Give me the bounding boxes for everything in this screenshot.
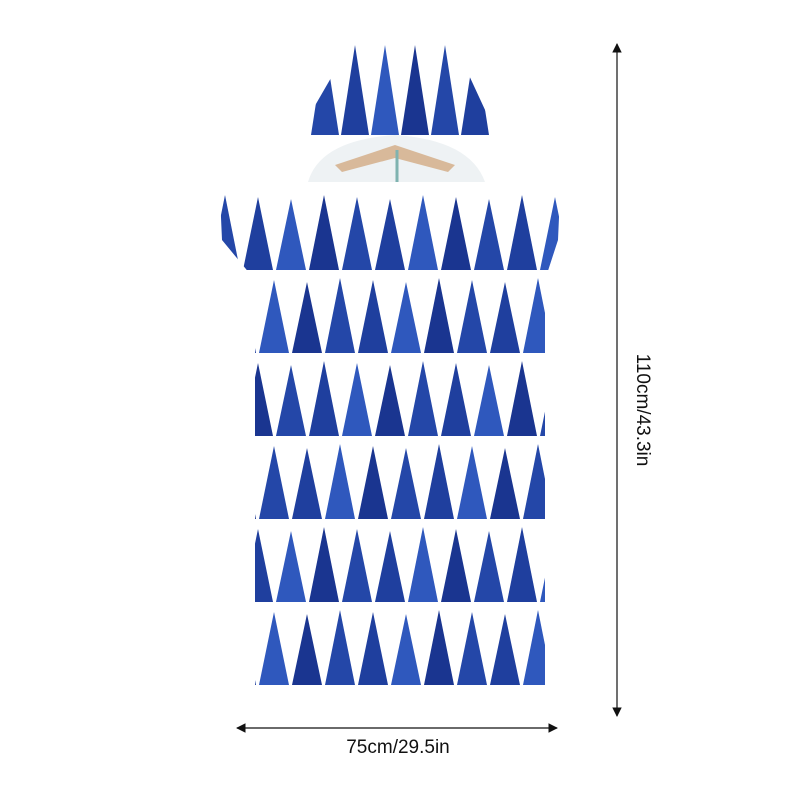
triangle-pattern [358,612,388,685]
triangle-pattern [292,282,322,353]
body-base [220,195,560,690]
triangle-pattern [573,531,603,602]
triangle-pattern [556,280,560,353]
width-label: 75cm/29.5in [346,737,450,758]
triangle-pattern [276,531,306,602]
triangle-pattern [311,45,339,135]
triangle-pattern [540,197,560,270]
triangle-pattern [371,45,399,135]
triangle-pattern [424,444,454,519]
triangle-pattern [292,448,322,519]
triangle-pattern [391,448,421,519]
triangle-pattern [226,610,256,685]
triangle-pattern [342,197,372,270]
triangle-pattern [358,446,388,519]
triangle-pattern [259,446,289,519]
triangle-pattern [375,365,405,436]
triangle-pattern [490,614,520,685]
height-label: 110cm/43.3in [632,354,653,467]
triangle-pattern [507,361,537,436]
triangle-pattern [342,529,372,602]
triangle-pattern [474,531,504,602]
triangle-pattern [358,280,388,353]
triangle-pattern [441,363,471,436]
triangle-pattern [401,45,429,135]
triangle-pattern [325,444,355,519]
triangle-pattern [589,614,619,685]
triangle-pattern [573,365,603,436]
triangle-pattern [474,199,504,270]
triangle-pattern [589,448,619,519]
triangle-pattern [441,197,471,270]
triangle-pattern [292,614,322,685]
triangle-pattern [276,199,306,270]
triangle-pattern [507,195,537,270]
triangle-pattern [556,612,560,685]
triangle-pattern [220,195,240,270]
triangle-pattern [556,446,560,519]
triangle-pattern [391,282,421,353]
hanger [335,145,455,172]
triangle-pattern [408,195,438,270]
triangle-pattern [276,365,306,436]
triangle-pattern [431,45,459,135]
triangle-pattern [309,527,339,602]
triangle-pattern [309,195,339,270]
triangle-pattern [457,612,487,685]
triangle-pattern [259,280,289,353]
triangle-pattern [243,197,273,270]
triangle-pattern [309,361,339,436]
triangle-pattern [424,610,454,685]
triangle-pattern [490,448,520,519]
triangle-pattern [589,282,619,353]
triangle-pattern [220,361,240,436]
triangle-pattern [375,199,405,270]
triangle-pattern [259,612,289,685]
triangle-pattern [226,278,256,353]
triangle-pattern [490,282,520,353]
triangle-pattern [457,446,487,519]
triangle-pattern [424,278,454,353]
triangle-pattern [408,527,438,602]
triangle-pattern [461,45,489,135]
poncho-body [220,195,619,690]
triangle-pattern [507,527,537,602]
triangle-pattern [342,363,372,436]
triangle-pattern [408,361,438,436]
triangle-pattern [341,45,369,135]
triangle-pattern [391,614,421,685]
triangle-pattern [375,531,405,602]
triangle-pattern [573,199,603,270]
triangle-pattern [457,280,487,353]
triangle-pattern [325,610,355,685]
triangle-pattern [441,529,471,602]
triangle-pattern [226,444,256,519]
triangle-pattern [325,278,355,353]
triangle-pattern [474,365,504,436]
triangle-pattern [220,527,240,602]
